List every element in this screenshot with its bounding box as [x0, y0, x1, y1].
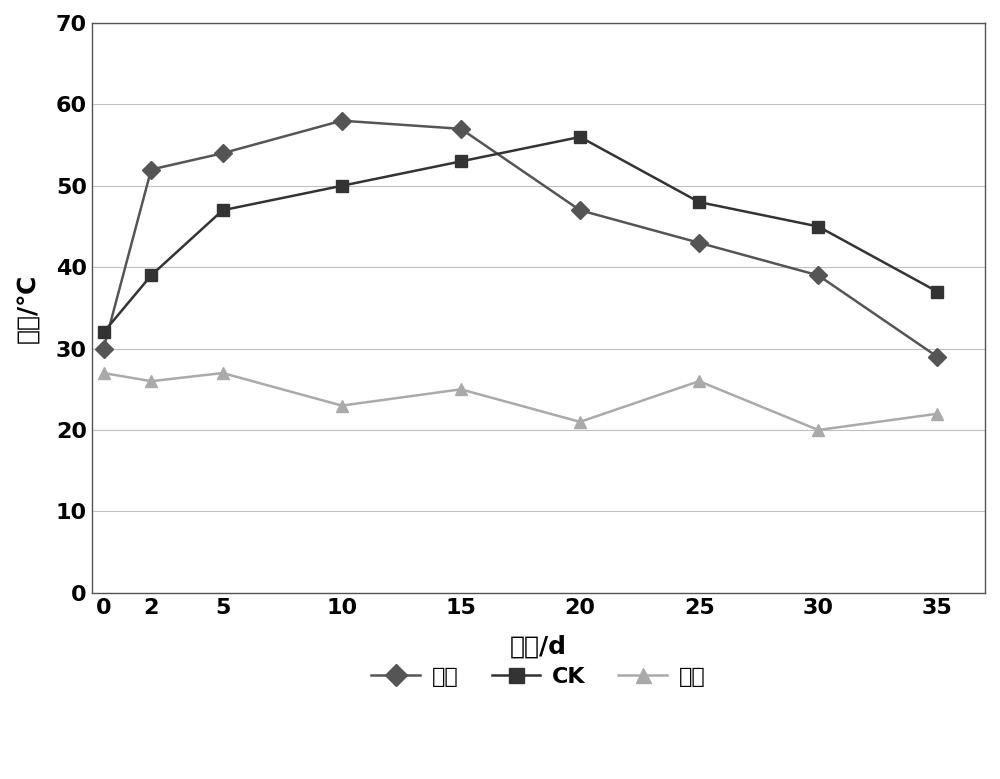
环境 [693, 376, 705, 386]
Line: 接种: 接种 [97, 115, 944, 363]
Legend: 接种, CK, 环境: 接种, CK, 环境 [363, 658, 714, 696]
CK [98, 328, 110, 337]
CK [217, 206, 229, 215]
环境 [145, 376, 157, 386]
接种 [145, 165, 157, 174]
接种 [98, 344, 110, 354]
环境 [98, 368, 110, 378]
接种 [812, 270, 824, 280]
Line: CK: CK [97, 131, 944, 339]
Line: 环境: 环境 [97, 367, 944, 436]
CK [455, 157, 467, 166]
环境 [217, 368, 229, 378]
环境 [336, 401, 348, 411]
接种 [217, 149, 229, 158]
CK [812, 222, 824, 231]
CK [693, 197, 705, 206]
接种 [336, 116, 348, 125]
环境 [931, 409, 943, 418]
接种 [574, 206, 586, 215]
环境 [812, 425, 824, 435]
Y-axis label: 温度/℃: 温度/℃ [15, 273, 39, 343]
接种 [931, 352, 943, 361]
X-axis label: 时间/d: 时间/d [510, 634, 567, 658]
环境 [455, 385, 467, 394]
CK [931, 287, 943, 296]
CK [145, 270, 157, 280]
接种 [693, 238, 705, 248]
CK [336, 182, 348, 191]
CK [574, 132, 586, 142]
接种 [455, 124, 467, 133]
环境 [574, 418, 586, 427]
